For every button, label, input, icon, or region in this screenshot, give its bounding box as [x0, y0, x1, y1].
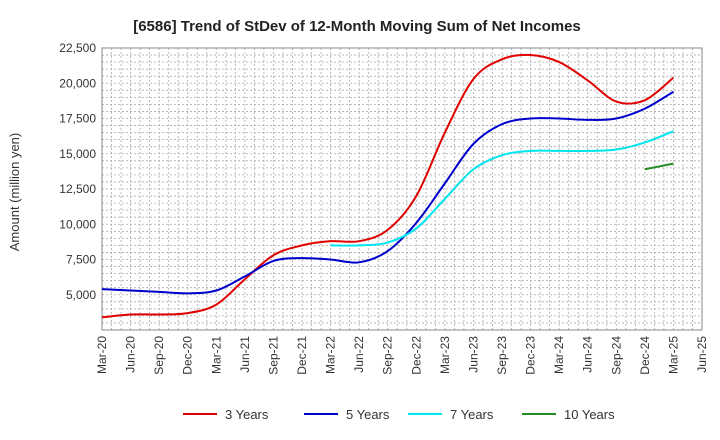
legend: 3 Years 5 Years 7 Years 10 Years: [183, 407, 615, 422]
x-tick-label: Jun-24: [581, 336, 595, 373]
y-tick-label: 7,500: [66, 253, 96, 267]
x-tick-label: Mar-23: [438, 336, 452, 374]
series-line-7-years: [330, 130, 674, 247]
y-tick-label: 17,500: [59, 112, 96, 126]
x-tick-label: Sep-22: [381, 336, 395, 375]
series-line-10-years: [644, 162, 674, 171]
x-tick-label: Dec-21: [295, 336, 309, 375]
x-tick-label: Mar-25: [666, 336, 680, 374]
y-tick-label: 22,500: [59, 41, 96, 55]
x-tick-label: Sep-23: [495, 336, 509, 375]
legend-label-3-years: 3 Years: [225, 407, 269, 422]
y-tick-label: 12,500: [59, 182, 96, 196]
y-tick-label: 15,000: [59, 147, 96, 161]
x-tick-label: Mar-20: [95, 336, 109, 374]
grid: [102, 48, 702, 330]
plot-frame: [101, 47, 703, 331]
x-tick-label: Dec-22: [409, 336, 423, 375]
y-tick-labels: 5,000 7,500 10,000 12,500 15,000 17,500 20,000…: [59, 41, 96, 302]
series-line-3-years: [101, 53, 675, 319]
x-tick-label: Sep-20: [152, 336, 166, 375]
x-tick-label: Sep-21: [266, 336, 280, 375]
x-tick-label: Sep-24: [609, 336, 623, 375]
x-tick-label: Dec-24: [638, 336, 652, 375]
chart-title: [6586] Trend of StDev of 12-Month Moving…: [133, 18, 581, 35]
legend-label-7-years: 7 Years: [450, 407, 494, 422]
y-tick-label: 20,000: [59, 76, 96, 90]
x-tick-label: Jun-20: [124, 336, 138, 373]
y-tick-label: 10,000: [59, 217, 96, 231]
x-tick-label: Mar-21: [209, 336, 223, 374]
x-tick-label: Mar-22: [324, 336, 338, 374]
x-tick-label: Jun-21: [238, 336, 252, 373]
legend-label-10-years: 10 Years: [564, 407, 615, 422]
series-lines: [101, 53, 675, 319]
x-tick-label: Mar-24: [552, 336, 566, 374]
x-tick-label: Jun-23: [466, 336, 480, 373]
x-tick-label: Dec-20: [181, 336, 195, 375]
y-tick-label: 5,000: [66, 288, 96, 302]
x-tick-label: Jun-25: [695, 336, 709, 373]
legend-label-5-years: 5 Years: [346, 407, 390, 422]
x-tick-label: Jun-22: [352, 336, 366, 373]
x-tick-labels: Mar-20 Jun-20 Sep-20 Dec-20 Mar-21 Jun-21 Sep-…: [95, 336, 709, 375]
y-axis-label: Amount (million yen): [7, 133, 22, 252]
x-tick-label: Dec-23: [524, 336, 538, 375]
series-line-5-years: [101, 90, 674, 295]
